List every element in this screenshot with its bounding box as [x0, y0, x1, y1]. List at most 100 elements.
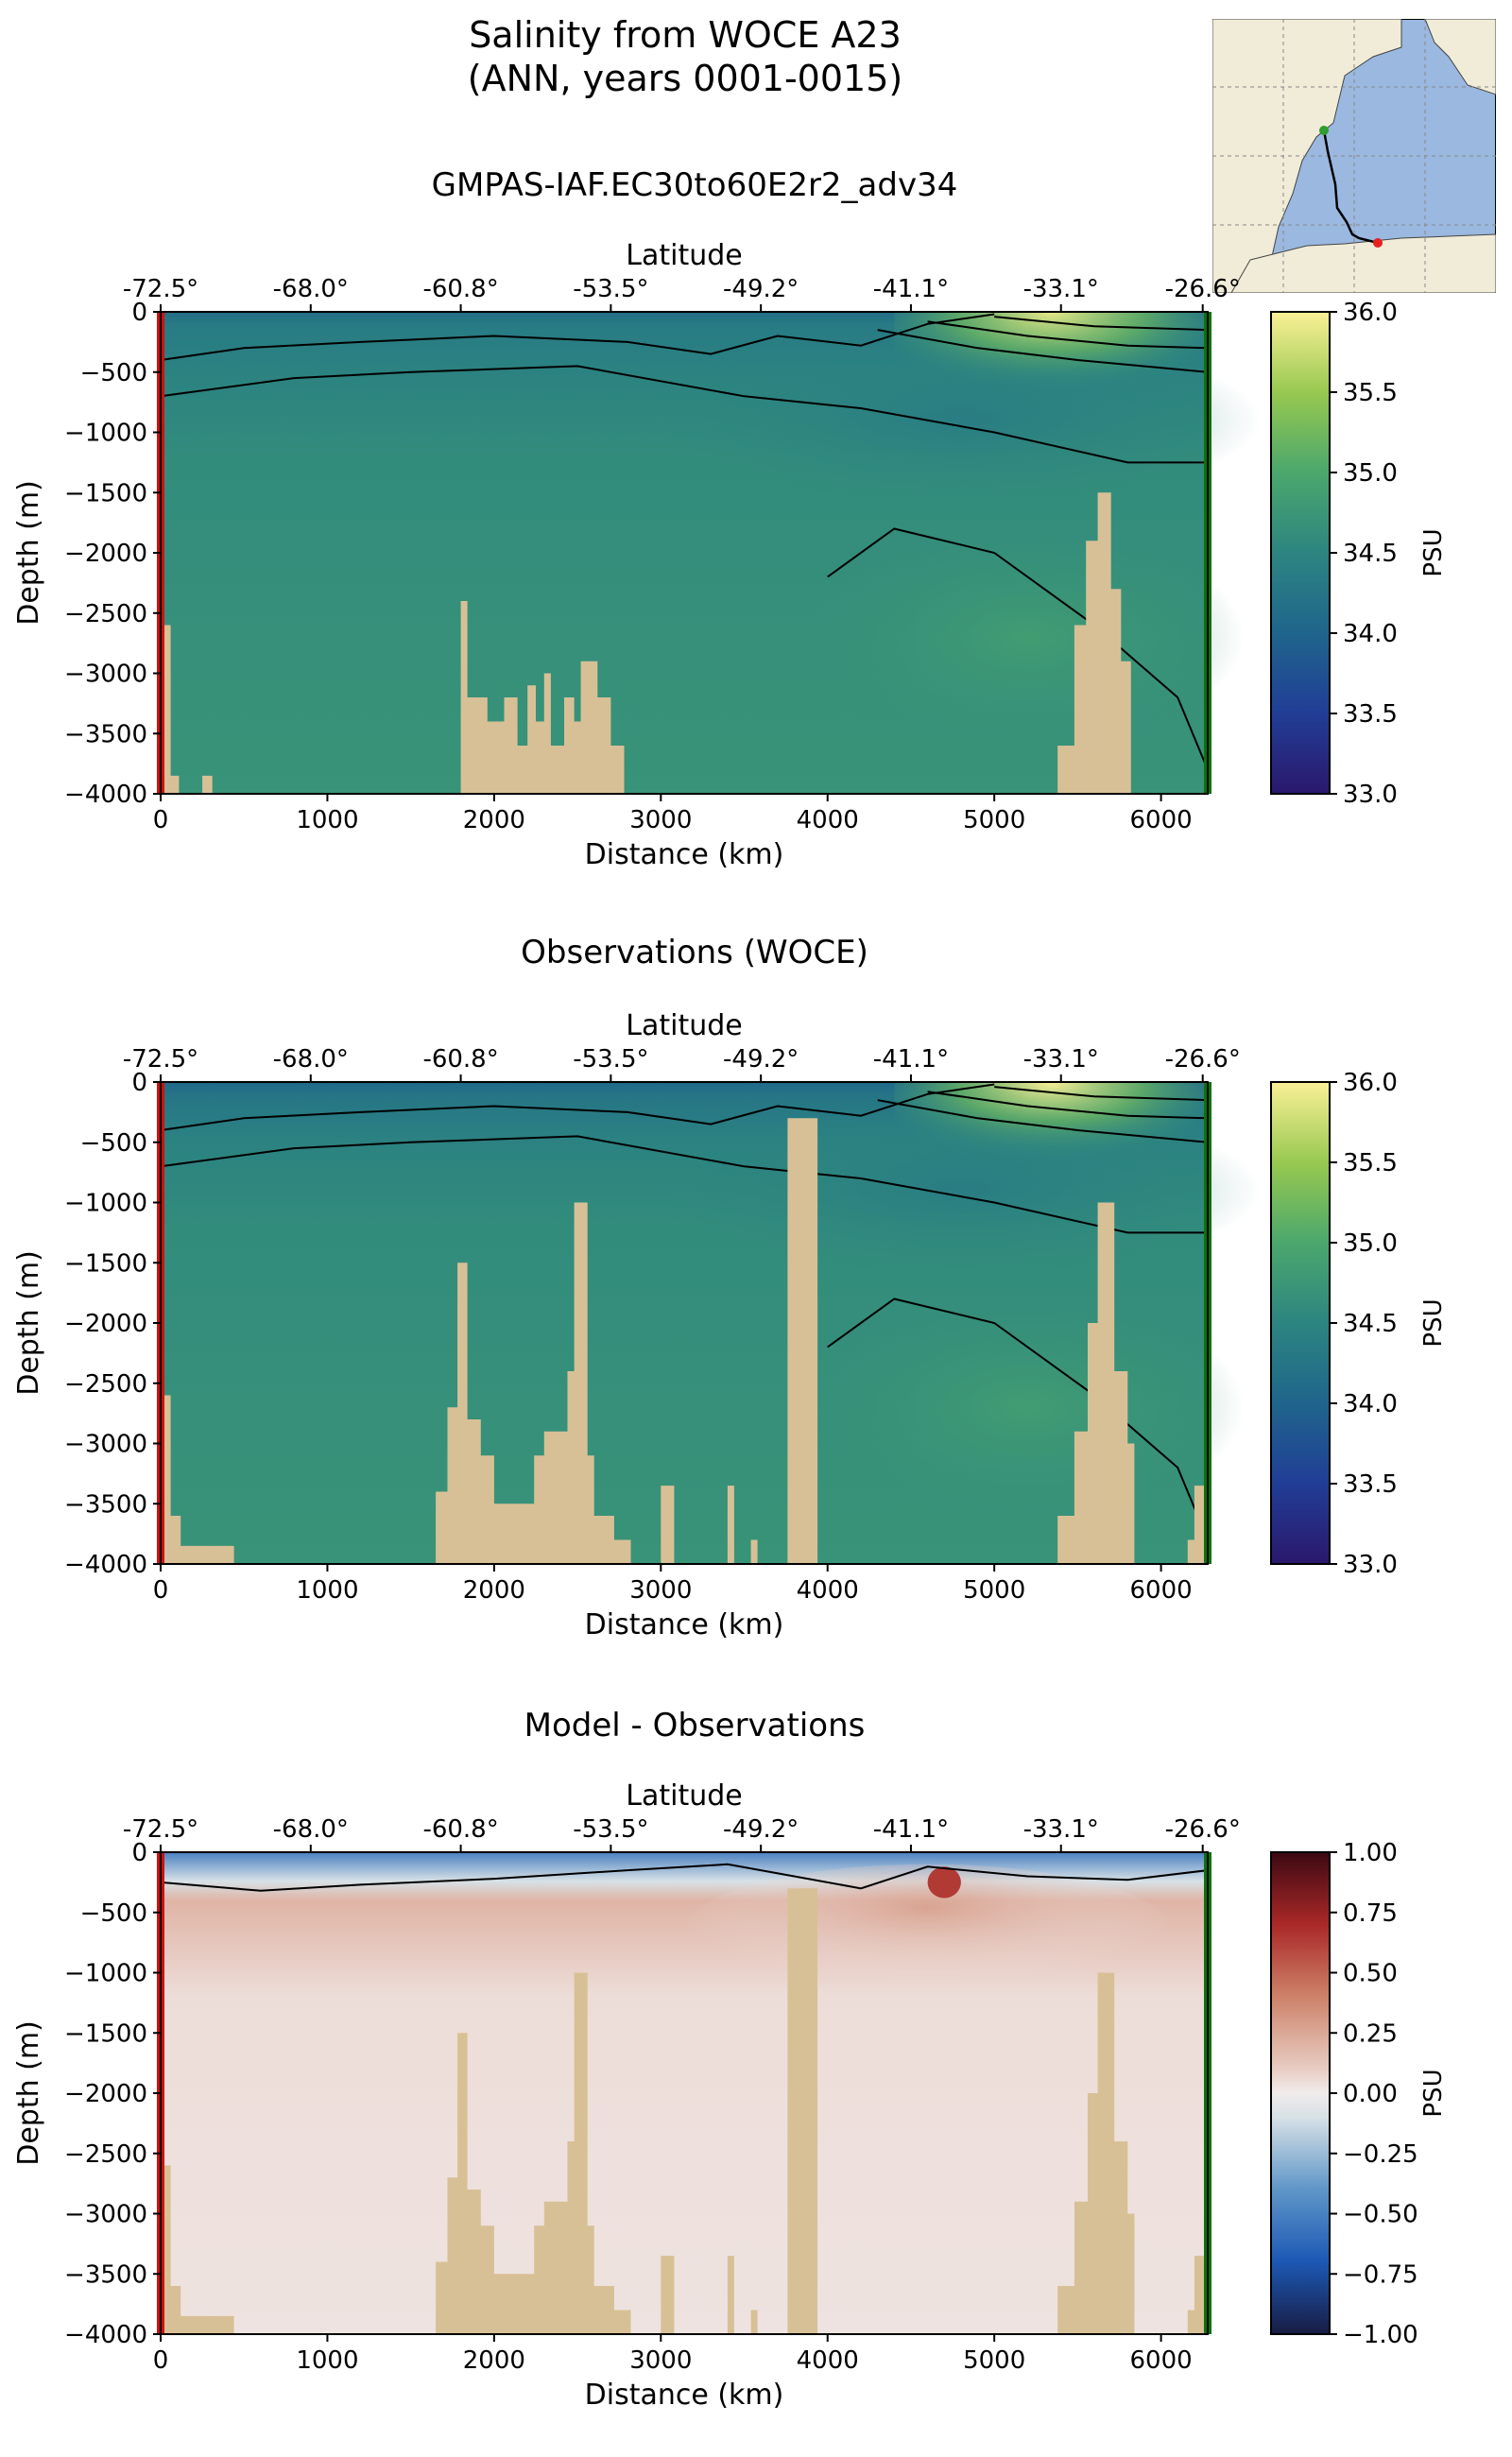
- x-tick-label: 6000: [1130, 1576, 1193, 1605]
- contour-line: [994, 316, 1209, 332]
- latitude-tick-label: -41.1°: [873, 275, 949, 303]
- colorbar-tick-label: 36.0: [1343, 299, 1398, 327]
- colorbar: [1270, 311, 1331, 795]
- y-tick-label: 0: [131, 1839, 147, 1867]
- latitude-tick-label: -41.1°: [873, 1815, 949, 1844]
- deep-water-core: [811, 1298, 1245, 1516]
- contour-line: [827, 527, 1209, 770]
- x-tick-label: 2000: [463, 806, 525, 834]
- latitude-tick-label: -72.5°: [123, 275, 198, 303]
- latitude-axis-label: Latitude: [626, 1779, 742, 1813]
- bathymetry: [161, 492, 1208, 794]
- map-transect-line: [1322, 129, 1379, 245]
- map-antarctica: [1230, 233, 1496, 293]
- latitude-tick-label: -60.8°: [422, 275, 498, 303]
- y-tick-label: −500: [80, 1899, 147, 1928]
- colorbar-tick-label: 34.5: [1343, 540, 1398, 568]
- y-tick-label: −4000: [64, 1551, 147, 1579]
- latitude-tick-label: -26.6°: [1165, 275, 1241, 303]
- colorbar-tick-label: 33.0: [1343, 1551, 1398, 1579]
- colorbar-tick-label: 33.5: [1343, 1470, 1398, 1499]
- map-transect-end: [1373, 238, 1383, 248]
- y-tick-label: −2000: [64, 540, 147, 568]
- contour-line: [827, 1297, 1209, 1540]
- y-tick-label: −1500: [64, 479, 147, 507]
- latitude-axis-label: Latitude: [626, 239, 742, 272]
- x-tick-label: 2000: [463, 1576, 525, 1605]
- latitude-tick-label: -68.0°: [273, 275, 349, 303]
- bathymetry: [161, 1888, 1208, 2334]
- map-africa: [1424, 19, 1496, 95]
- y-tick-label: 0: [131, 1069, 147, 1097]
- contour-line: [160, 1863, 1209, 1892]
- colorbar-tick-label: 0.75: [1343, 1899, 1398, 1928]
- deep-water-core: [811, 528, 1245, 746]
- latitude-tick-label: -68.0°: [273, 1815, 349, 1844]
- y-tick-label: −1000: [64, 1960, 147, 1988]
- latitude-tick-label: -49.2°: [723, 275, 799, 303]
- colorbar-tick-label: 34.0: [1343, 1390, 1398, 1418]
- x-axis-label: Distance (km): [585, 1608, 784, 1641]
- x-tick-label: 4000: [797, 2346, 859, 2375]
- map-graticule: [1212, 19, 1496, 293]
- contour-line: [927, 320, 1209, 350]
- y-tick-label: −2000: [64, 2080, 147, 2108]
- x-tick-label: 4000: [797, 806, 859, 834]
- latitude-tick-label: -60.8°: [422, 1815, 498, 1844]
- y-tick-label: −1500: [64, 1249, 147, 1278]
- y-tick-label: −3000: [64, 1431, 147, 1459]
- y-tick-label: −3000: [64, 661, 147, 689]
- latitude-tick-label: -72.5°: [123, 1815, 198, 1844]
- latitude-tick-label: -68.0°: [273, 1045, 349, 1074]
- latitude-tick-label: -53.5°: [573, 275, 648, 303]
- panel-3-title: Model - Observations: [524, 1707, 866, 1744]
- contour-line: [994, 1086, 1209, 1102]
- y-tick-label: −4000: [64, 2321, 147, 2349]
- x-tick-label: 3000: [629, 1576, 692, 1605]
- y-tick-label: −2500: [64, 1370, 147, 1399]
- figure-title: Salinity from WOCE A23 (ANN, years 0001-…: [0, 13, 1370, 100]
- observations-salinity-panel: 0 1000 2000 3000 4000 5000 6000 0 −500 −1000 −1500…: [12, 1009, 1448, 1641]
- colorbar-tick-label: 34.5: [1343, 1310, 1398, 1338]
- colorbar-tick-label: 34.0: [1343, 620, 1398, 648]
- y-tick-label: −1000: [64, 420, 147, 448]
- intermediate-water-tongue: [661, 335, 1262, 505]
- y-tick-label: −500: [80, 1129, 147, 1158]
- colorbar-tick-label: 35.0: [1343, 459, 1398, 488]
- colorbar: [1270, 1081, 1331, 1565]
- colorbar-label: PSU: [1419, 1298, 1448, 1347]
- y-axis-label: Depth (m): [12, 1250, 45, 1396]
- colorbar-tick-label: 0.00: [1343, 2080, 1398, 2108]
- x-tick-label: 0: [153, 2346, 169, 2375]
- contour-line: [160, 365, 1208, 464]
- colorbar-tick-label: 35.5: [1343, 1149, 1398, 1177]
- contour-line: [877, 1099, 1209, 1143]
- x-tick-label: 1000: [296, 1576, 358, 1605]
- south-atlantic-map-icon: [1212, 19, 1496, 293]
- colorbar-tick-label: 35.0: [1343, 1229, 1398, 1258]
- y-tick-label: −1500: [64, 2019, 147, 2048]
- figure-title-line1: Salinity from WOCE A23: [469, 14, 902, 56]
- x-axis-label: Distance (km): [585, 838, 784, 871]
- contour-line: [160, 1135, 1208, 1234]
- figure-title-line2: (ANN, years 0001-0015): [467, 58, 903, 99]
- bathymetry: [161, 1118, 1208, 1564]
- x-tick-label: 5000: [963, 2346, 1025, 2375]
- y-tick-label: −1000: [64, 1190, 147, 1218]
- colorbar-tick-label: −0.25: [1343, 2140, 1418, 2169]
- colorbar-label: PSU: [1419, 2069, 1448, 2117]
- y-tick-label: −2500: [64, 600, 147, 628]
- contour-line: [160, 1083, 995, 1131]
- latitude-tick-label: -53.5°: [573, 1815, 648, 1844]
- y-tick-label: −3500: [64, 2260, 147, 2289]
- x-tick-label: 2000: [463, 2346, 525, 2375]
- latitude-axis-label: Latitude: [626, 1009, 742, 1042]
- x-tick-label: 5000: [963, 806, 1025, 834]
- x-tick-label: 1000: [296, 806, 358, 834]
- colorbar-tick-label: 36.0: [1343, 1069, 1398, 1097]
- y-tick-label: −500: [80, 359, 147, 387]
- contour-line: [160, 313, 995, 361]
- y-axis-label: Depth (m): [12, 480, 45, 626]
- y-tick-label: −2500: [64, 2140, 147, 2169]
- colorbar-tick-label: 33.0: [1343, 781, 1398, 809]
